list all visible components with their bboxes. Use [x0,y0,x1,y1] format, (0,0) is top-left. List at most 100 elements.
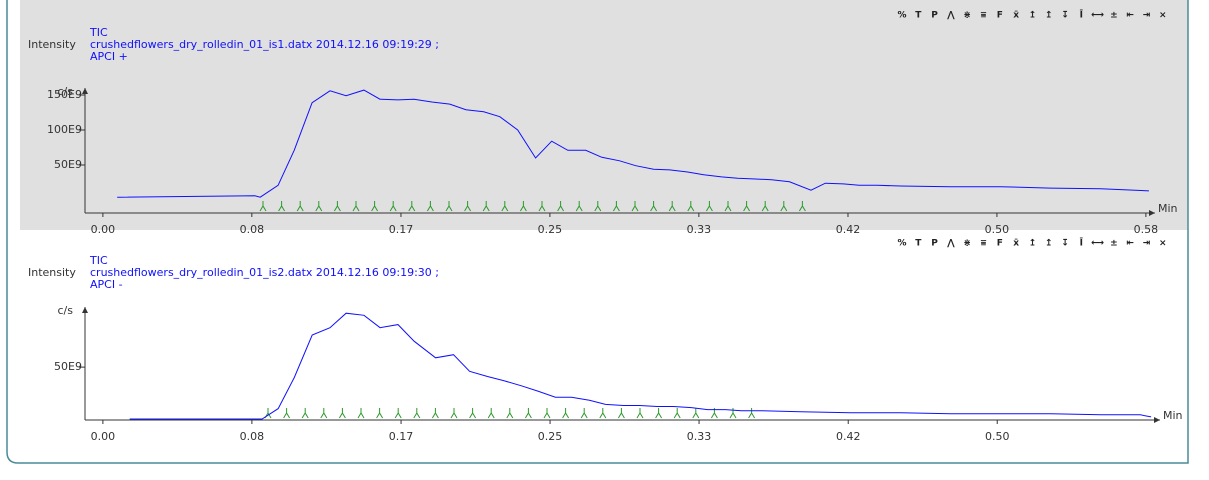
peak-marker [780,201,788,212]
toolbar-button: ↥ [1029,239,1037,249]
toolbar-button: × [1159,11,1167,21]
toolbar-button: ⋀ [947,239,955,249]
x-tick-label: 0.17 [389,430,414,443]
peak-marker [557,201,565,212]
peak-marker [673,408,681,419]
toolbar-button: Ī [1080,238,1084,249]
y-arrow [82,88,88,94]
toolbar-button: ⋇ [963,239,971,249]
peak-marker [506,408,514,419]
peak-marker [296,201,304,212]
peak-marker [724,201,732,212]
peak-marker [301,408,309,419]
toolbar-button: ↥ [1029,11,1037,21]
peak-marker [389,201,397,212]
peak-marker [575,201,583,212]
toolbar-button: ⇥ [1143,239,1151,249]
toolbar-button: T [915,239,922,249]
peak-marker [743,201,751,212]
toolbar-button: ⩸ [981,11,987,21]
peak-marker [761,201,769,212]
peak-marker [482,201,490,212]
legend-entry: TIC [89,26,108,39]
toolbar-button: ⇤ [1126,239,1134,249]
x-tick-label: 0.08 [240,430,265,443]
peak-marker [450,408,458,419]
frame [6,0,1189,464]
peak-marker [543,408,551,419]
x-tick-label: 0.50 [985,430,1010,443]
toolbar-button: % [897,239,906,249]
toolbar-button: ↧ [1061,11,1069,21]
peak-marker [431,408,439,419]
y-tick-label: 50E9 [54,158,82,171]
toolbar-button: ↧ [1061,239,1069,249]
peak-marker [705,201,713,212]
toolbar-button: ↥ [1045,11,1053,21]
peak-marker [636,408,644,419]
peak-marker [748,408,756,419]
peak-marker [464,201,472,212]
y-tick-label: 150E9 [47,88,82,101]
peak-marker [594,201,602,212]
peak-marker [519,201,527,212]
peak-marker [650,201,658,212]
panel-bg [20,0,1188,230]
trace [129,312,1152,420]
y-tick-label: 100E9 [47,123,82,136]
toolbar-button: × [1159,239,1167,249]
y-unit: c/s [58,85,74,98]
x-tick-label: 0.25 [538,223,563,236]
x-tick-label: 0.25 [538,430,563,443]
x-tick-label: 0.00 [91,223,116,236]
peak-marker [580,408,588,419]
y-axis-label: Intensity [28,266,76,279]
subtitle: APCI + [90,50,128,63]
peak-marker [376,408,384,419]
x-tick-label: 0.00 [91,430,116,443]
x-tick-label: 0.17 [389,223,414,236]
peak-marker [413,408,421,419]
toolbar-button: ↥ [1045,239,1053,249]
peak-marker [655,408,663,419]
toolbar-button: ⩸ [981,239,987,249]
toolbar-button: F [997,11,1003,21]
x-arrow [1149,210,1155,216]
peak-marker [692,408,700,419]
toolbar-button: x̄ [1013,239,1019,249]
peak-marker [320,408,328,419]
y-tick-label: 50E9 [54,360,82,373]
peak-marker [798,201,806,212]
peak-marker [631,201,639,212]
toolbar-button: ⇤ [1126,11,1134,21]
subtitle: APCI - [90,278,123,291]
peak-marker [599,408,607,419]
toolbar-button: x̄ [1013,11,1019,21]
x-tick-label: 0.33 [687,430,712,443]
peak-marker [710,408,718,419]
x-arrow [1154,417,1160,423]
toolbar-button: ⋀ [947,11,955,21]
x-tick-label: 0.42 [836,223,861,236]
x-tick-label: 0.58 [1134,223,1159,236]
title: crushedflowers_dry_rolledin_01_is2.datx … [90,266,439,279]
peak-marker [333,201,341,212]
peak-marker [469,408,477,419]
peak-marker [371,201,379,212]
x-tick-label: 0.50 [985,223,1010,236]
peak-marker [352,201,360,212]
toolbar-button: ⋇ [963,11,971,21]
peak-marker [408,201,416,212]
peak-marker [687,201,695,212]
peak-marker [278,201,286,212]
peak-marker [259,201,267,212]
peak-marker [562,408,570,419]
toolbar-button: ± [1110,11,1118,21]
peak-marker [357,408,365,419]
toolbar-button: P [931,11,938,21]
peak-marker [538,201,546,212]
y-arrow [82,307,88,313]
peak-marker [617,408,625,419]
